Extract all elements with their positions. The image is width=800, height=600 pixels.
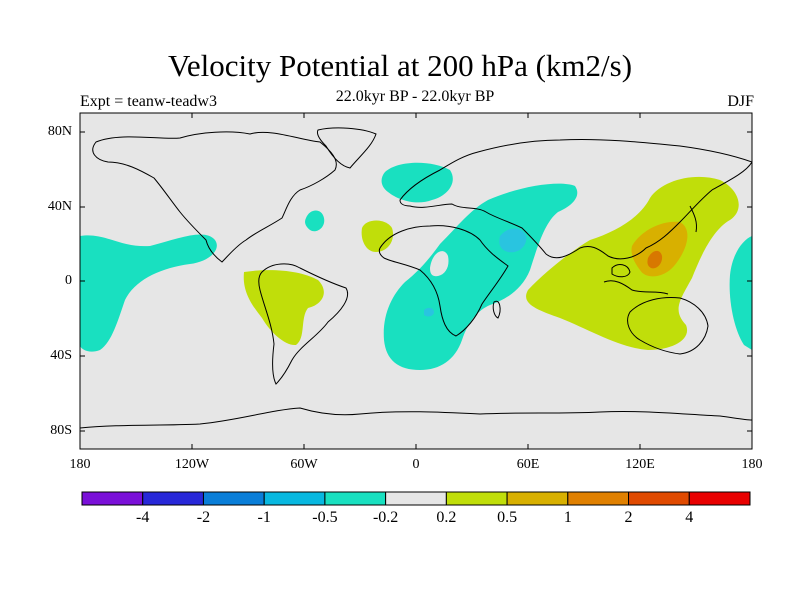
colorbar-swatch (263, 491, 326, 506)
pos-region-west-africa (361, 220, 394, 252)
lon-label-120e: 120E (625, 457, 655, 472)
neg-region-south-atlantic-core (424, 307, 434, 317)
lat-label-40n: 40N (47, 199, 72, 214)
colorbar-label: 0.5 (497, 509, 518, 526)
neg-region-east-pacific (80, 234, 217, 352)
coast-japan (689, 205, 697, 233)
colorbar-swatch (688, 491, 751, 506)
neg-region-west-pacific-edge (729, 236, 752, 350)
coast-north-america (92, 131, 337, 263)
lon-label-0: 0 (412, 457, 420, 472)
map-field (80, 113, 752, 449)
coast-madagascar (492, 300, 501, 319)
coast-south-america (258, 263, 348, 385)
colorbar-swatch (324, 491, 387, 506)
colorbar-label: -4 (136, 509, 150, 526)
lon-label-180w: 180 (69, 457, 91, 472)
colorbar-label: 0.2 (436, 509, 457, 526)
experiment-label: Expt = teanw-teadw3 (80, 93, 217, 110)
axis-ticks (80, 113, 752, 449)
colorbar-label: -0.5 (312, 509, 338, 526)
lat-label-80n: 80N (47, 124, 72, 139)
neg-region-gulf-guinea-hole (430, 251, 449, 277)
colorbar-swatch (506, 491, 569, 506)
map-subtitle: 22.0kyr BP - 22.0kyr BP (335, 88, 495, 105)
season-label: DJF (727, 93, 754, 110)
colorbar-label: -2 (196, 509, 211, 526)
colorbar-label: 4 (685, 509, 694, 526)
coastlines (80, 127, 752, 429)
colorbar-swatch (567, 491, 630, 506)
colorbar (81, 491, 751, 506)
colorbar-label: 2 (624, 509, 633, 526)
neg-region-africa-asia (383, 183, 578, 370)
colorbar-swatch (445, 491, 508, 506)
lat-label-40s: 40S (50, 348, 72, 363)
lon-label-60e: 60E (516, 457, 540, 472)
coast-australia (627, 297, 709, 355)
coast-greenland (317, 127, 377, 169)
lat-label-80s: 80S (50, 423, 72, 438)
lon-label-180e: 180 (741, 457, 763, 472)
coast-eurasia (399, 138, 752, 260)
neg-region-canada-small (305, 210, 325, 232)
coast-africa (378, 225, 509, 337)
colorbar-swatch (385, 491, 447, 506)
pos-region-south-america (243, 270, 324, 346)
colorbar-swatch (142, 491, 204, 506)
colorbar-swatch (202, 491, 265, 506)
coast-antarctica (80, 407, 752, 429)
colorbar-label: -0.2 (372, 509, 399, 526)
map-title: Velocity Potential at 200 hPa (km2/s) (167, 48, 633, 83)
colorbar-label: -1 (257, 509, 271, 526)
neg-region-arabia-core (499, 228, 527, 253)
pos-region-indo-pacific (526, 176, 739, 350)
lon-label-60w: 60W (290, 457, 318, 472)
lon-label-120w: 120W (174, 457, 210, 472)
pos-region-china-core (631, 221, 688, 277)
colorbar-label: 1 (563, 509, 572, 526)
colorbar-swatch (81, 491, 144, 506)
coast-maritime-continent (603, 264, 669, 295)
pos-region-china-max (647, 250, 663, 269)
lat-label-0: 0 (65, 273, 72, 288)
colorbar-swatch (628, 491, 690, 506)
